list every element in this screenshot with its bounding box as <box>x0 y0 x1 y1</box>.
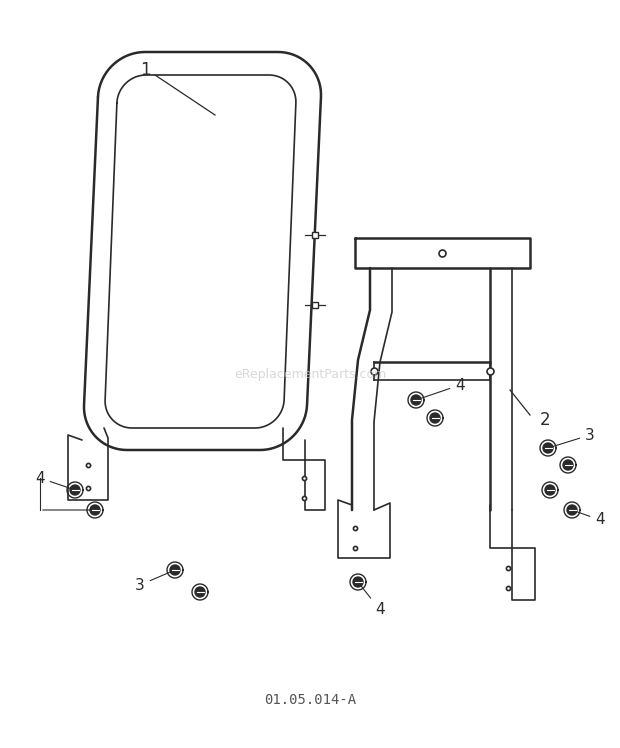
Text: 4: 4 <box>418 378 465 399</box>
Text: 1: 1 <box>140 61 150 79</box>
Text: 4: 4 <box>575 511 605 527</box>
Text: 3: 3 <box>135 571 172 592</box>
Circle shape <box>90 505 100 515</box>
Circle shape <box>195 587 205 597</box>
Text: 3: 3 <box>551 428 595 447</box>
Circle shape <box>545 485 555 495</box>
Circle shape <box>543 443 553 453</box>
Circle shape <box>567 505 577 515</box>
Circle shape <box>430 413 440 423</box>
Text: 4: 4 <box>35 470 73 489</box>
Circle shape <box>353 577 363 587</box>
Text: 4: 4 <box>360 584 385 618</box>
Circle shape <box>170 565 180 575</box>
Text: 2: 2 <box>539 411 551 429</box>
Text: 01.05.014-A: 01.05.014-A <box>264 693 356 707</box>
Text: eReplacementParts.com: eReplacementParts.com <box>234 367 386 381</box>
Circle shape <box>70 485 80 495</box>
Circle shape <box>563 460 573 470</box>
Circle shape <box>411 395 421 405</box>
